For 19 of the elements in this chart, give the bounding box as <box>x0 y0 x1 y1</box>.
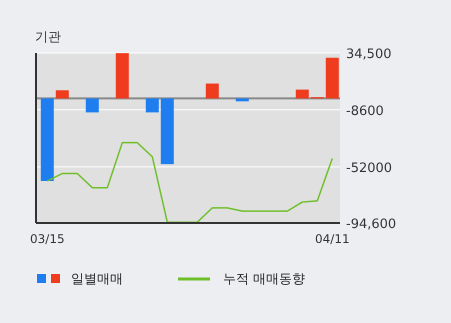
bar <box>206 84 219 98</box>
y-tick-label: -8600 <box>346 104 384 119</box>
y-tick-label: -94,600 <box>346 217 396 232</box>
bar <box>146 98 159 112</box>
x-tick-label: 04/11 <box>315 232 350 246</box>
bar <box>296 90 309 98</box>
chart-title: 기관 <box>35 30 61 45</box>
bar <box>326 58 339 98</box>
bar <box>86 98 99 112</box>
legend-label: 누적 매매동향 <box>223 272 306 287</box>
bar <box>160 98 174 164</box>
bar <box>56 90 69 98</box>
bar <box>40 98 54 181</box>
y-tick-label: -52000 <box>346 160 392 176</box>
bar <box>116 53 129 98</box>
y-tick-label: 34,500 <box>346 47 392 62</box>
legend-label: 일별매매 <box>71 272 123 287</box>
bar <box>236 98 249 102</box>
x-tick-label: 03/15 <box>30 232 65 246</box>
